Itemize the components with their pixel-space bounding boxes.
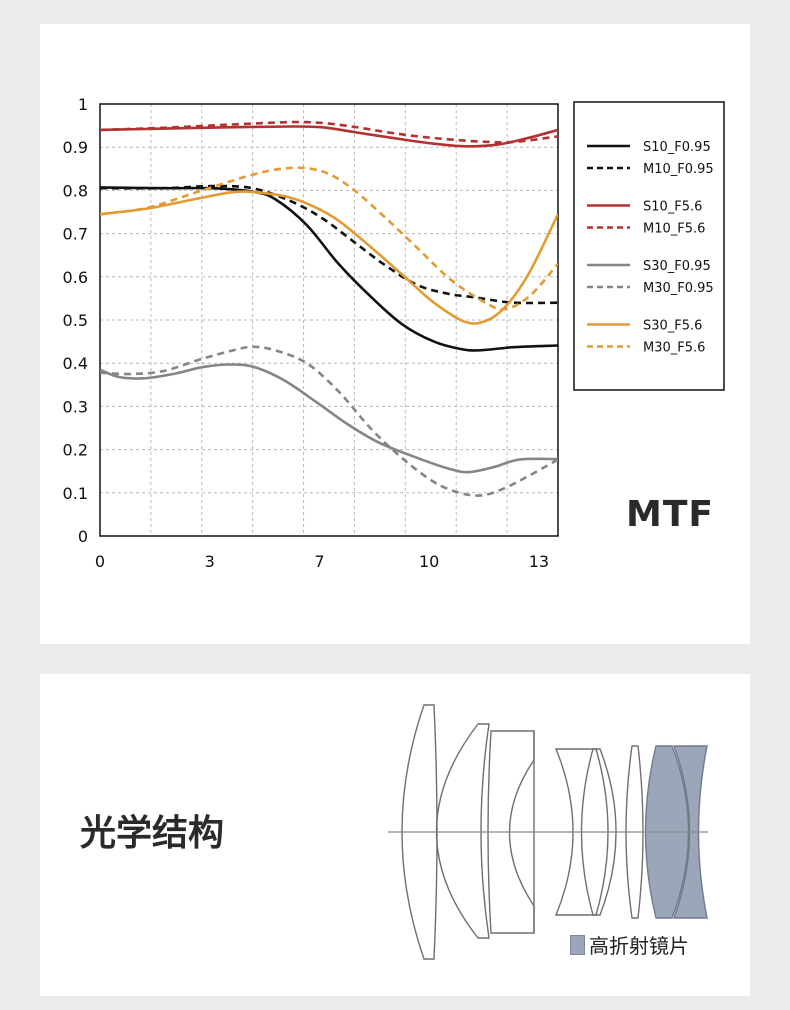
legend-label: S10_F5.6 (643, 200, 702, 215)
legend-label: M10_F5.6 (643, 222, 705, 237)
mtf-chart: 00.10.20.30.40.50.60.70.80.910 3 7 10 13S10_… (63, 95, 725, 571)
y-tick-label: 0.8 (63, 181, 88, 200)
series-line-s30-f0-95 (100, 363, 558, 474)
lens-title: 光学结构 (80, 813, 225, 854)
lens-element-6 (625, 745, 644, 919)
lens-element-2 (435, 723, 490, 939)
series-line-m30-f5-6 (100, 166, 558, 311)
y-tick-label: 0.4 (63, 354, 88, 373)
legend-label: M30_F5.6 (643, 341, 705, 356)
y-tick-label: 0.1 (63, 484, 88, 503)
legend-label: M30_F0.95 (643, 281, 714, 296)
x-tick-label: 0 (95, 552, 105, 571)
x-tick-label: 13 (529, 552, 549, 571)
y-tick-label: 0.2 (63, 441, 88, 460)
y-tick-label: 1 (78, 95, 88, 114)
lens-element-5 (580, 748, 617, 916)
lens-element-3 (487, 730, 535, 934)
lens-panel: 光学结构 高折射镜片 (40, 674, 750, 996)
legend-label: M10_F0.95 (643, 162, 714, 177)
legend-label: S10_F0.95 (643, 140, 711, 155)
series-line-m30-f0-95 (100, 345, 558, 497)
y-tick-label: 0.3 (63, 397, 88, 416)
series-line-s30-f5-6 (100, 190, 558, 325)
y-tick-label: 0.6 (63, 268, 88, 287)
y-tick-label: 0 (78, 527, 88, 546)
lens-element-1 (401, 704, 438, 960)
legend-label: S30_F5.6 (643, 319, 702, 334)
series-line-s10-f0-95 (100, 186, 558, 352)
legend-label: S30_F0.95 (643, 259, 711, 274)
y-tick-label: 0.7 (63, 225, 88, 244)
lens-legend-label: 高折射镜片 (589, 934, 689, 958)
lens-diagram (388, 704, 708, 960)
x-tick-label: 7 (314, 552, 324, 571)
y-tick-label: 0.5 (63, 311, 88, 330)
x-tick-label: 10 (419, 552, 439, 571)
x-tick-label: 3 (205, 552, 215, 571)
y-tick-label: 0.9 (63, 138, 88, 157)
mtf-label: MTF (626, 494, 714, 535)
lens-legend: 高折射镜片 (570, 930, 689, 959)
plot-frame (99, 103, 559, 537)
high-index-swatch (570, 934, 585, 955)
series-line-s10-f5-6 (100, 125, 558, 148)
series-line-m10-f5-6 (100, 120, 558, 144)
legend-box (573, 101, 725, 391)
mtf-panel: 0 0.1 0.2 0.3 0.4 0.5 0.6 0.7 0.8 0.9 1 0 3 7 10 13 S10_… (40, 24, 750, 644)
